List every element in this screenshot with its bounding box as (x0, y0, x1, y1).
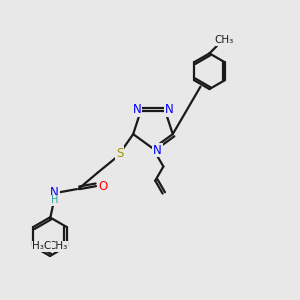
Text: H₃C: H₃C (32, 241, 52, 251)
Text: CH₃: CH₃ (48, 241, 68, 251)
Text: S: S (116, 147, 124, 160)
Text: N: N (133, 103, 141, 116)
Text: H: H (51, 195, 58, 206)
Text: N: N (50, 186, 59, 199)
Text: CH₃: CH₃ (214, 35, 233, 45)
Text: N: N (153, 143, 162, 157)
Text: N: N (165, 103, 173, 116)
Text: O: O (99, 180, 108, 193)
